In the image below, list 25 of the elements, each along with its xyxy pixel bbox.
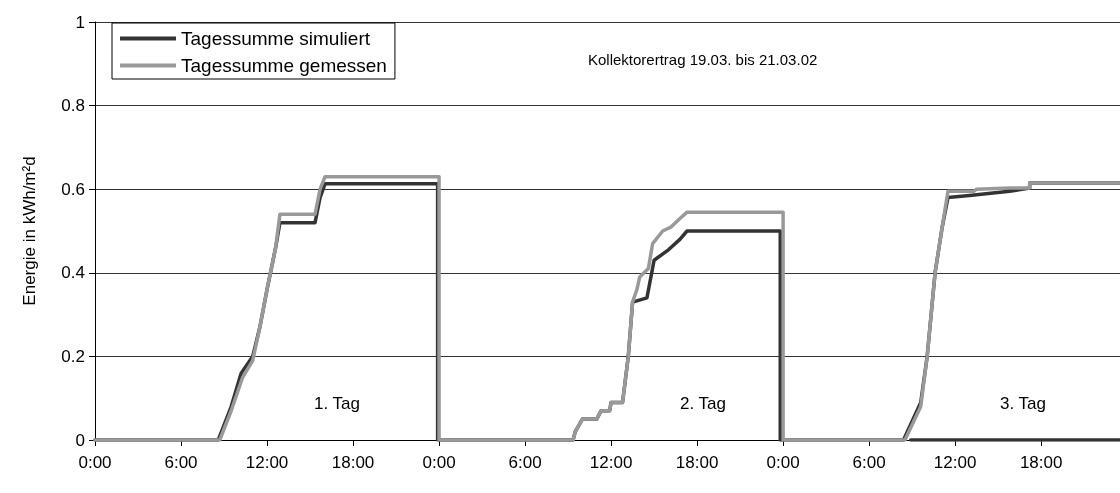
x-tick-label: 12:00 xyxy=(245,453,289,472)
x-tick-label: 6:00 xyxy=(508,453,542,472)
x-tick-label: 6:00 xyxy=(852,453,886,472)
x-tick-label: 18:00 xyxy=(675,453,719,472)
y-tick-label: 0.4 xyxy=(61,263,85,283)
x-tick-label: 0:00 xyxy=(766,453,800,472)
x-tick-label: 18:00 xyxy=(331,453,375,472)
y-tick-label: 0.6 xyxy=(61,179,85,199)
text: Kollektorertrag 19.03. bis 21.03.02 xyxy=(588,51,818,68)
legend-label: Tagessumme simuliert xyxy=(181,28,371,49)
y-tick-label: 0.8 xyxy=(61,96,85,116)
x-tick-label: 18:00 xyxy=(1019,453,1063,472)
y-tick-label: 1 xyxy=(75,12,85,32)
x-tick-label: 12:00 xyxy=(589,453,633,472)
y-tick-label: 0 xyxy=(75,430,85,450)
y-tick-label: 0.2 xyxy=(61,346,85,366)
annotation: 2. Tag xyxy=(679,394,727,413)
x-tick-label: 0:00 xyxy=(422,453,456,472)
legend-label: Tagessumme gemessen xyxy=(181,55,387,76)
x-tick-label: 0:00 xyxy=(78,453,112,472)
annotation: 3. Tag xyxy=(999,394,1047,413)
x-tick-label: 6:00 xyxy=(164,453,198,472)
x-tick-label: 12:00 xyxy=(933,453,977,472)
annotation: 1. Tag xyxy=(313,394,361,413)
y-axis-title: Energie in kWh/m²d xyxy=(20,156,39,306)
